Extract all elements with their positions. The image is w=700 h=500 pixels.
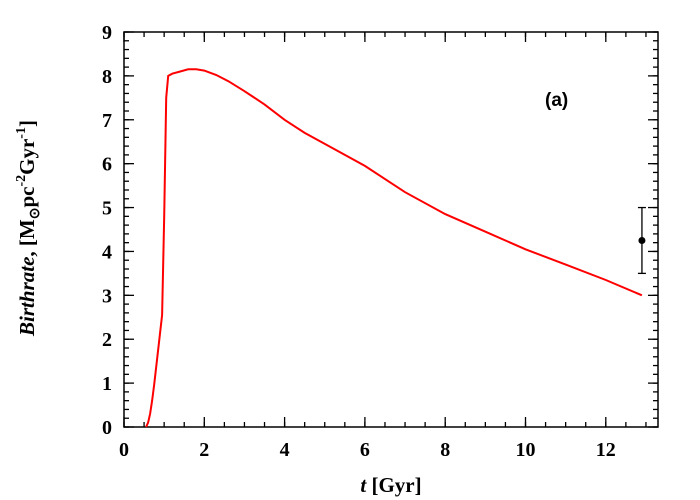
x-axis-label: t [Gyr] <box>360 473 421 497</box>
y-axis-sun-subscript: ⊙ <box>28 208 43 220</box>
x-tick-label: 12 <box>596 439 616 461</box>
y-tick-label: 4 <box>102 241 112 263</box>
y-tick-label: 8 <box>102 66 112 88</box>
y-tick-label: 1 <box>102 373 112 395</box>
y-tick-label: 6 <box>102 154 112 176</box>
y-tick-label: 9 <box>102 22 112 44</box>
y-tick-labels: 0 1 2 3 4 5 6 7 8 9 <box>102 22 112 439</box>
y-tick-label: 0 <box>102 417 112 439</box>
axis-ticks <box>123 31 658 428</box>
plot-frame <box>123 31 659 428</box>
x-tick-label: 2 <box>199 439 209 461</box>
x-tick-label: 6 <box>360 439 370 461</box>
panel-label: (a) <box>545 90 568 111</box>
observation-marker <box>638 236 646 244</box>
birthrate-curve <box>145 68 643 428</box>
x-tick-label: 8 <box>440 439 450 461</box>
y-tick-label: 7 <box>102 110 112 132</box>
y-axis-label: Birthrate, [M⊙pc-2Gyr-1] <box>14 120 43 337</box>
x-tick-labels: 0 2 4 6 8 10 12 <box>119 439 616 461</box>
x-axis-var: t <box>360 473 367 497</box>
y-axis-end: ] <box>15 120 39 127</box>
y-axis-var: Birthrate <box>15 257 39 337</box>
y-tick-label: 5 <box>102 198 112 220</box>
y-tick-label: 2 <box>102 329 112 351</box>
y-axis-sup1: -2 <box>14 175 29 187</box>
y-axis-sup2: -1 <box>14 127 29 139</box>
x-tick-label: 10 <box>516 439 536 461</box>
y-axis-pc: pc <box>15 187 39 208</box>
x-axis-unit: [Gyr] <box>366 473 421 497</box>
y-tick-label: 3 <box>102 285 112 307</box>
y-axis-gyr: Gyr <box>15 139 39 175</box>
x-tick-label: 0 <box>119 439 129 461</box>
y-axis-text: , [M <box>15 219 39 256</box>
observation-point <box>637 206 646 275</box>
x-tick-label: 4 <box>280 439 290 461</box>
